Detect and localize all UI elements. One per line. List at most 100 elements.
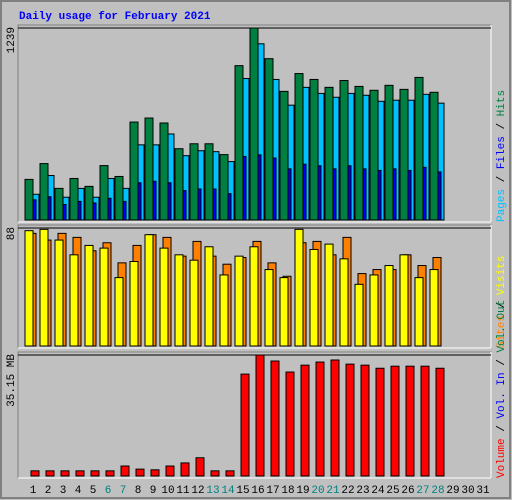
bar (114, 175, 124, 221)
bar (264, 269, 274, 347)
bar (99, 165, 109, 221)
legend-separator: / (496, 295, 508, 315)
bar (234, 255, 244, 347)
bar (189, 259, 199, 347)
bar (429, 91, 439, 221)
bar (210, 470, 220, 477)
x-tick-label: 3 (60, 485, 67, 497)
legend-separator: / (496, 353, 508, 373)
chart-title: Daily usage for February 2021 (19, 11, 211, 23)
x-tick-label: 29 (446, 485, 459, 497)
bar (90, 470, 100, 477)
x-tick-label: 17 (266, 485, 279, 497)
bar (54, 187, 64, 221)
bar (279, 90, 289, 221)
bar (360, 364, 370, 477)
bar (300, 364, 310, 477)
bar (99, 247, 109, 347)
bar (390, 365, 400, 477)
legend-entry: Vol. In (496, 372, 508, 418)
bar (315, 361, 325, 477)
bar (135, 468, 145, 477)
bar (60, 470, 70, 477)
bar (309, 248, 319, 347)
bar (435, 367, 445, 477)
bar (285, 371, 295, 477)
x-tick-label: 1 (30, 485, 37, 497)
legend-entry: Files (496, 136, 508, 169)
bar (165, 465, 175, 477)
bar (129, 121, 139, 221)
bar (375, 367, 385, 477)
x-tick-label: 19 (296, 485, 309, 497)
bar (174, 148, 184, 221)
x-tick-label: 12 (191, 485, 204, 497)
bar (54, 239, 64, 347)
bar (264, 58, 274, 221)
legend: Sites / Visits (496, 256, 508, 348)
legend-entry: Sites (496, 315, 508, 348)
x-tick-label: 27 (416, 485, 429, 497)
bar (159, 247, 169, 347)
y-tick-label: 88 (6, 227, 18, 240)
x-tick-label: 10 (161, 485, 174, 497)
x-tick-label: 11 (176, 485, 190, 497)
x-tick-label: 6 (105, 485, 112, 497)
legend-entry: Volume (496, 438, 508, 478)
bar (24, 178, 34, 221)
x-tick-label: 24 (371, 485, 385, 497)
bar (84, 185, 94, 221)
x-tick-label: 13 (206, 485, 219, 497)
legend: Volume / Vol. In / Vol. Out (496, 300, 508, 478)
bar (324, 243, 334, 347)
bar (180, 462, 190, 477)
y-tick-label: 35.15 MB (6, 354, 18, 407)
bar (420, 365, 430, 477)
bar (144, 234, 154, 347)
bar (225, 470, 235, 477)
bar (114, 277, 124, 347)
bar (24, 230, 34, 347)
panel (17, 351, 492, 479)
bar (105, 470, 115, 477)
bar (189, 143, 199, 221)
bar (45, 470, 55, 477)
x-tick-label: 21 (326, 485, 340, 497)
bar (369, 89, 379, 221)
x-tick-label: 30 (461, 485, 474, 497)
bar (120, 465, 130, 477)
bar (399, 88, 409, 221)
legend-entry: Visits (496, 256, 508, 296)
bar (345, 363, 355, 477)
bar (219, 154, 229, 221)
x-tick-label: 26 (401, 485, 414, 497)
bar (84, 244, 94, 347)
bar (330, 359, 340, 477)
bar (294, 73, 304, 221)
x-tick-label: 2 (45, 485, 52, 497)
x-tick-label: 18 (281, 485, 294, 497)
legend-separator: / (496, 116, 508, 136)
bar (414, 277, 424, 347)
bar (39, 228, 49, 347)
bar (255, 354, 265, 477)
bar (339, 258, 349, 347)
bar (30, 470, 40, 477)
x-tick-label: 23 (356, 485, 369, 497)
bar (240, 373, 250, 477)
bar (39, 163, 49, 221)
bar (429, 269, 439, 347)
x-tick-label: 5 (90, 485, 97, 497)
bar (399, 254, 409, 347)
bar (270, 360, 280, 477)
bar (159, 122, 169, 221)
bar (354, 283, 364, 347)
bar (150, 469, 160, 477)
x-tick-label: 8 (135, 485, 142, 497)
x-tick-label: 7 (120, 485, 127, 497)
legend: Pages / Files / Hits (496, 90, 508, 222)
bar (144, 117, 154, 221)
legend-separator: / (496, 419, 508, 439)
